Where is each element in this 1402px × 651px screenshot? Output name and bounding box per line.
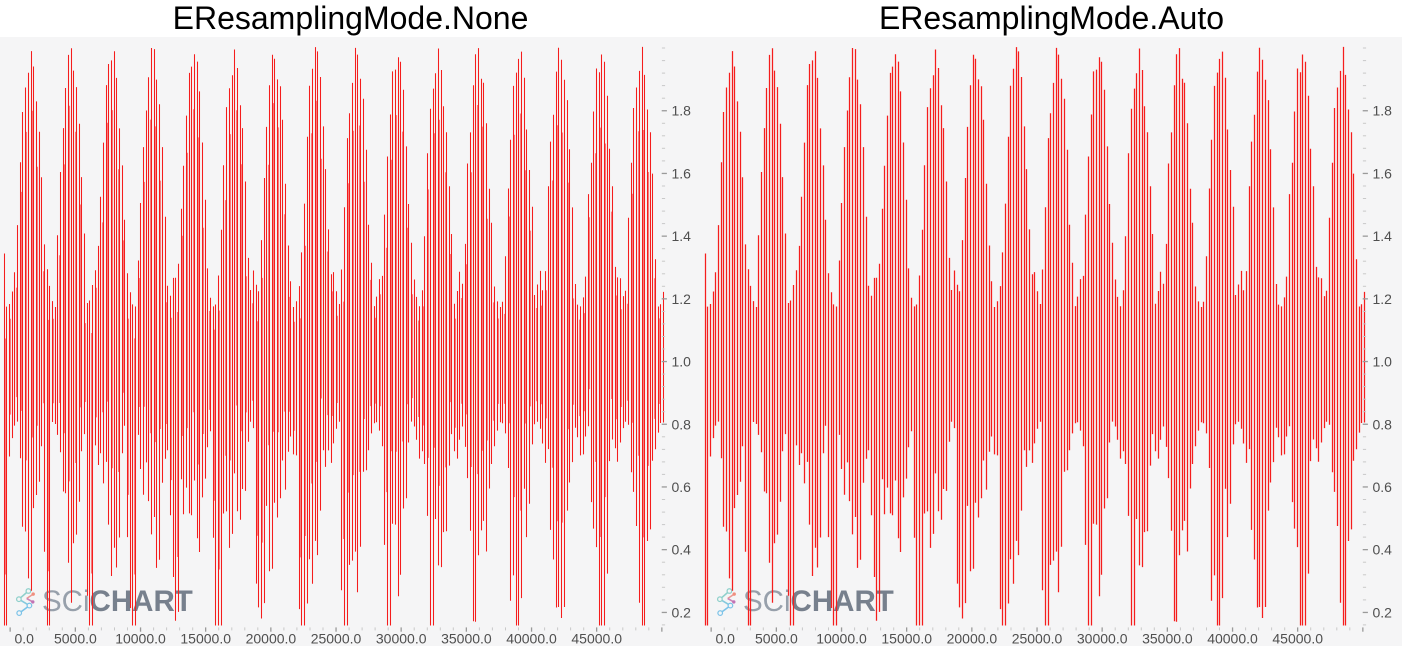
svg-text:10000.0: 10000.0	[115, 631, 166, 647]
svg-text:15000.0: 15000.0	[180, 631, 231, 647]
svg-text:40000.0: 40000.0	[1207, 631, 1258, 647]
svg-text:45000.0: 45000.0	[571, 631, 622, 647]
svg-text:1.4: 1.4	[1373, 228, 1393, 244]
svg-text:30000.0: 30000.0	[1077, 631, 1128, 647]
svg-text:0.6: 0.6	[672, 479, 692, 495]
svg-text:0.0: 0.0	[716, 631, 736, 647]
svg-text:0.0: 0.0	[15, 631, 35, 647]
svg-text:5000.0: 5000.0	[54, 631, 97, 647]
svg-text:0.8: 0.8	[672, 416, 692, 432]
svg-text:5000.0: 5000.0	[755, 631, 798, 647]
svg-text:45000.0: 45000.0	[1272, 631, 1323, 647]
svg-text:0.2: 0.2	[1373, 604, 1393, 620]
svg-text:1.8: 1.8	[672, 103, 692, 119]
svg-text:0.2: 0.2	[672, 604, 692, 620]
svg-text:1.6: 1.6	[1373, 165, 1393, 181]
svg-text:25000.0: 25000.0	[311, 631, 362, 647]
svg-text:0.8: 0.8	[1373, 416, 1393, 432]
svg-text:20000.0: 20000.0	[947, 631, 998, 647]
svg-text:35000.0: 35000.0	[441, 631, 492, 647]
svg-text:10000.0: 10000.0	[816, 631, 867, 647]
svg-text:30000.0: 30000.0	[376, 631, 427, 647]
svg-text:1.0: 1.0	[672, 354, 692, 370]
svg-text:1.6: 1.6	[672, 165, 692, 181]
svg-text:0.4: 0.4	[1373, 542, 1393, 558]
svg-text:SCiCHART: SCiCHART	[743, 585, 894, 618]
svg-text:40000.0: 40000.0	[506, 631, 557, 647]
svg-text:1.2: 1.2	[1373, 291, 1393, 307]
svg-text:35000.0: 35000.0	[1142, 631, 1193, 647]
svg-text:1.4: 1.4	[672, 228, 692, 244]
svg-text:25000.0: 25000.0	[1012, 631, 1063, 647]
svg-text:0.4: 0.4	[672, 542, 692, 558]
svg-text:0.6: 0.6	[1373, 479, 1393, 495]
svg-text:1.2: 1.2	[672, 291, 692, 307]
svg-text:SCiCHART: SCiCHART	[42, 585, 193, 618]
svg-text:1.8: 1.8	[1373, 103, 1393, 119]
svg-text:1.0: 1.0	[1373, 354, 1393, 370]
svg-text:20000.0: 20000.0	[246, 631, 297, 647]
svg-text:15000.0: 15000.0	[881, 631, 932, 647]
